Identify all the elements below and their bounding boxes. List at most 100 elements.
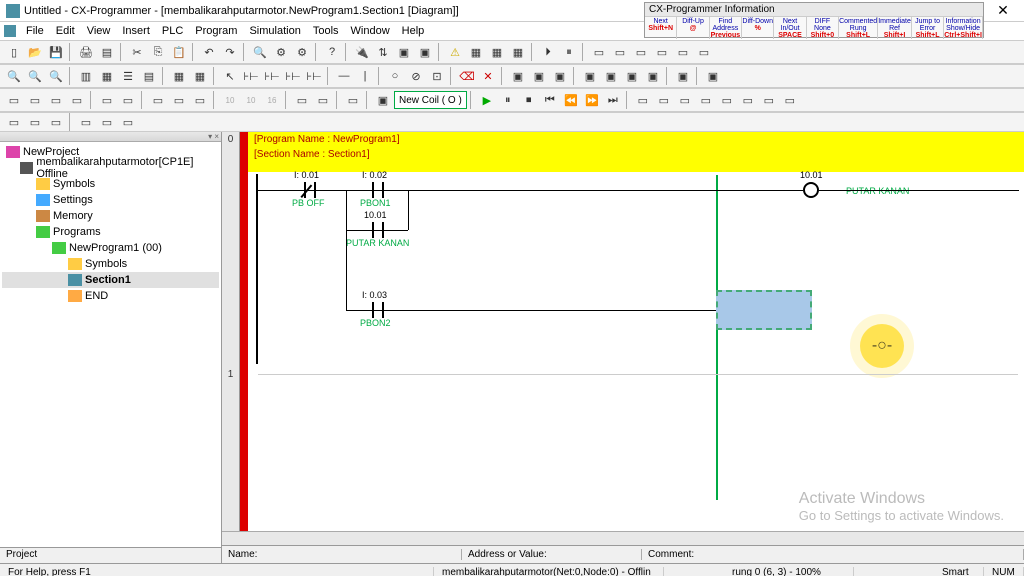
r8-icon[interactable]: ▭ xyxy=(169,90,189,110)
new-icon[interactable]: ▯ xyxy=(4,42,24,62)
warn-icon[interactable]: ⚠ xyxy=(445,42,465,62)
contact-no[interactable] xyxy=(366,182,390,198)
horizontal-scrollbar[interactable] xyxy=(222,531,1024,545)
t3-icon[interactable]: ▣ xyxy=(394,42,414,62)
zoomout-icon[interactable]: 🔍 xyxy=(46,66,66,86)
redo-icon[interactable]: ↷ xyxy=(220,42,240,62)
t11-icon[interactable]: ▭ xyxy=(610,42,630,62)
tree-program1[interactable]: NewProgram1 (00) xyxy=(2,240,219,256)
coil2-icon[interactable]: ⊘ xyxy=(406,66,426,86)
menu-insert[interactable]: Insert xyxy=(116,25,156,37)
undo-icon[interactable]: ↶ xyxy=(199,42,219,62)
t8-icon[interactable]: ⏵ xyxy=(538,42,558,62)
r7-icon[interactable]: ▭ xyxy=(148,90,168,110)
q3-icon[interactable]: ▭ xyxy=(46,112,66,132)
view4-icon[interactable]: ▤ xyxy=(139,66,159,86)
r13-icon[interactable]: ▣ xyxy=(373,90,393,110)
r3-icon[interactable]: ▭ xyxy=(46,90,66,110)
q5-icon[interactable]: ▭ xyxy=(97,112,117,132)
r2-icon[interactable]: ▭ xyxy=(25,90,45,110)
m3-icon[interactable]: ▣ xyxy=(550,66,570,86)
m2-icon[interactable]: ▣ xyxy=(529,66,549,86)
s3-icon[interactable]: ▭ xyxy=(675,90,695,110)
r6-icon[interactable]: ▭ xyxy=(118,90,138,110)
m8-icon[interactable]: ▣ xyxy=(673,66,693,86)
t14-icon[interactable]: ▭ xyxy=(673,42,693,62)
q6-icon[interactable]: ▭ xyxy=(118,112,138,132)
menu-view[interactable]: View xyxy=(81,25,117,37)
open-icon[interactable]: 📂 xyxy=(25,42,45,62)
tree-settings[interactable]: Settings xyxy=(2,192,219,208)
t6-icon[interactable]: ▦ xyxy=(487,42,507,62)
contact-nc-icon[interactable]: ⊦⊢ xyxy=(262,66,282,86)
paste-icon[interactable]: 📋 xyxy=(169,42,189,62)
online-icon[interactable]: 🔌 xyxy=(352,42,372,62)
q4-icon[interactable]: ▭ xyxy=(76,112,96,132)
zoomin-icon[interactable]: 🔍 xyxy=(25,66,45,86)
print-icon[interactable]: 🖨 xyxy=(76,42,96,62)
project-tree[interactable]: NewProject membalikarahputarmotor[CP1E] … xyxy=(0,142,221,547)
s8-icon[interactable]: ▭ xyxy=(780,90,800,110)
r1-icon[interactable]: ▭ xyxy=(4,90,24,110)
tree-section1[interactable]: Section1 xyxy=(2,272,219,288)
stop-icon[interactable]: ⏹ xyxy=(519,90,539,110)
tree-memory[interactable]: Memory xyxy=(2,208,219,224)
address-field[interactable]: Address or Value: xyxy=(462,549,642,560)
num10b-icon[interactable]: 10 xyxy=(241,90,261,110)
copy-icon[interactable]: ⎘ xyxy=(148,42,168,62)
skip3-icon[interactable]: ⏩ xyxy=(582,90,602,110)
menu-window[interactable]: Window xyxy=(345,25,396,37)
q2-icon[interactable]: ▭ xyxy=(25,112,45,132)
contact-nc[interactable] xyxy=(298,182,322,198)
pause-icon[interactable]: ⏸ xyxy=(498,90,518,110)
tool2-icon[interactable]: ⚙ xyxy=(292,42,312,62)
hline-icon[interactable]: — xyxy=(334,66,354,86)
selection-box[interactable] xyxy=(716,290,812,330)
find-icon[interactable]: 🔍 xyxy=(250,42,270,62)
num10-icon[interactable]: 10 xyxy=(220,90,240,110)
contact-no[interactable] xyxy=(366,302,390,318)
instr-icon[interactable]: ⊡ xyxy=(427,66,447,86)
close-button[interactable]: ✕ xyxy=(988,1,1018,21)
name-field[interactable]: Name: xyxy=(222,549,462,560)
s7-icon[interactable]: ▭ xyxy=(759,90,779,110)
t5-icon[interactable]: ▦ xyxy=(466,42,486,62)
delx-icon[interactable]: ✕ xyxy=(478,66,498,86)
tree-end[interactable]: END xyxy=(2,288,219,304)
menu-program[interactable]: Program xyxy=(189,25,243,37)
contact4-icon[interactable]: ⊦⊢ xyxy=(304,66,324,86)
cursor-icon[interactable]: ↖ xyxy=(220,66,240,86)
contact-no[interactable] xyxy=(366,222,390,238)
m1-icon[interactable]: ▣ xyxy=(508,66,528,86)
m9-icon[interactable]: ▣ xyxy=(703,66,723,86)
tree-plc[interactable]: membalikarahputarmotor[CP1E] Offline xyxy=(2,160,219,176)
new-coil-combo[interactable]: New Coil ( O ) xyxy=(394,91,467,109)
t10-icon[interactable]: ▭ xyxy=(589,42,609,62)
grid2-icon[interactable]: ▦ xyxy=(190,66,210,86)
t7-icon[interactable]: ▦ xyxy=(508,42,528,62)
r5-icon[interactable]: ▭ xyxy=(97,90,117,110)
tree-sub-symbols[interactable]: Symbols xyxy=(2,256,219,272)
view1-icon[interactable]: ▥ xyxy=(76,66,96,86)
contact3-icon[interactable]: ⊦⊢ xyxy=(283,66,303,86)
skip2-icon[interactable]: ⏪ xyxy=(561,90,581,110)
view2-icon[interactable]: ▦ xyxy=(97,66,117,86)
menu-file[interactable]: File xyxy=(20,25,50,37)
s1-icon[interactable]: ▭ xyxy=(633,90,653,110)
r12-icon[interactable]: ▭ xyxy=(343,90,363,110)
view3-icon[interactable]: ☰ xyxy=(118,66,138,86)
ladder-diagram[interactable]: 0 1 [Program Name : NewProgram1] [Sectio… xyxy=(222,132,1024,563)
t12-icon[interactable]: ▭ xyxy=(631,42,651,62)
menu-simulation[interactable]: Simulation xyxy=(243,25,306,37)
save-icon[interactable]: 💾 xyxy=(46,42,66,62)
menu-plc[interactable]: PLC xyxy=(156,25,189,37)
cut-icon[interactable]: ✂ xyxy=(127,42,147,62)
sidebar-grip[interactable]: ▾ × xyxy=(0,132,221,142)
s2-icon[interactable]: ▭ xyxy=(654,90,674,110)
transfer-icon[interactable]: ⇅ xyxy=(373,42,393,62)
t15-icon[interactable]: ▭ xyxy=(694,42,714,62)
menu-edit[interactable]: Edit xyxy=(50,25,81,37)
tool-icon[interactable]: ⚙ xyxy=(271,42,291,62)
contact-no-icon[interactable]: ⊦⊢ xyxy=(241,66,261,86)
r4-icon[interactable]: ▭ xyxy=(67,90,87,110)
